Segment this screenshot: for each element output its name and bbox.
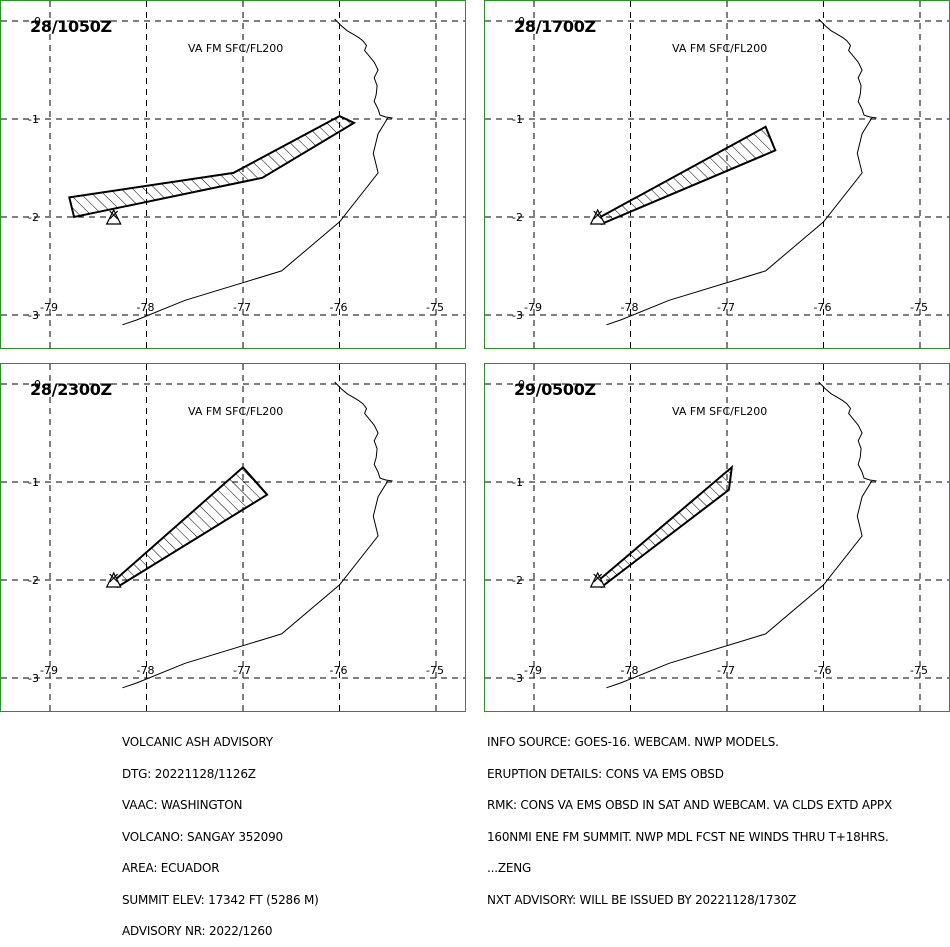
ash-cloud-polygon <box>595 464 734 589</box>
coastline <box>818 18 877 119</box>
advisory-text-left: VOLCANIC ASH ADVISORY DTG: 20221128/1126… <box>122 716 319 947</box>
lon-tick-label: -76 <box>330 301 348 314</box>
panel-time: 28/1700Z <box>514 17 596 36</box>
advisory-line: ADVISORY NR: 2022/1260 <box>122 924 273 938</box>
lat-tick-label: -1 <box>512 476 523 489</box>
coastline <box>122 480 389 689</box>
lat-tick-label: -2 <box>28 211 39 224</box>
advisory-line: VOLCANO: SANGAY 352090 <box>122 829 283 844</box>
map-canvas: -79 -78 -77 -76 -75 0 -1 -2 -3 <box>1 364 465 711</box>
lon-tick-label: -79 <box>524 301 542 314</box>
panel-time: 28/1050Z <box>30 17 112 36</box>
volcano-marker-icon <box>109 573 119 583</box>
lon-tick-label: -77 <box>233 664 251 677</box>
map-canvas: -79 -78 -77 -76 -75 0 -1 -2 -3 <box>485 1 949 348</box>
coastline <box>334 18 393 119</box>
lat-tick-label: -3 <box>28 672 39 685</box>
lat-tick-label: 0 <box>34 378 41 391</box>
lon-tick-label: -76 <box>814 301 832 314</box>
lat-tick-label: 0 <box>518 15 525 28</box>
lon-tick-label: -75 <box>426 664 444 677</box>
advisory-line: 160NMI ENE FM SUMMIT. NWP MDL FCST NE WI… <box>487 829 889 844</box>
volcano-triangle-icon <box>105 208 122 225</box>
lat-tick-label: -1 <box>512 113 523 126</box>
lon-tick-label: -79 <box>40 301 58 314</box>
advisory-line: RMK: CONS VA EMS OBSD IN SAT AND WEBCAM.… <box>487 798 892 812</box>
lat-tick-label: -2 <box>28 574 39 587</box>
map-panel-3: -79 -78 -77 -76 -75 0 -1 -2 -3 28/2300Z VA FM SF… <box>0 363 466 712</box>
volcano-triangle-icon <box>589 571 606 588</box>
volcano-marker-icon <box>593 210 603 220</box>
panel-time: 28/2300Z <box>30 380 112 399</box>
lon-tick-label: -78 <box>621 301 639 314</box>
lat-tick-label: -3 <box>28 309 39 322</box>
lon-tick-label: -76 <box>814 664 832 677</box>
lon-tick-label: -77 <box>717 664 735 677</box>
lat-tick-label: -2 <box>512 211 523 224</box>
advisory-line: VAAC: WASHINGTON <box>122 798 243 812</box>
panel-level: VA FM SFC/FL200 <box>672 405 768 418</box>
volcano-marker-icon <box>593 573 603 583</box>
lat-tick-label: -2 <box>512 574 523 587</box>
lat-tick-label: -3 <box>512 672 523 685</box>
panel-time: 29/0500Z <box>514 380 596 399</box>
lat-tick-label: 0 <box>518 378 525 391</box>
lat-tick-label: 0 <box>34 15 41 28</box>
ash-cloud-polygon <box>111 465 269 589</box>
panel-level: VA FM SFC/FL200 <box>188 405 284 418</box>
panel-level: VA FM SFC/FL200 <box>188 42 284 55</box>
advisory-line: SUMMIT ELEV: 17342 FT (5286 M) <box>122 892 319 907</box>
ash-cloud-polygon <box>68 114 357 219</box>
map-canvas: -79 -78 -77 -76 -75 0 -1 -2 -3 <box>485 364 949 711</box>
coastline <box>606 480 873 689</box>
advisory-line: AREA: ECUADOR <box>122 861 220 875</box>
map-panel-4: -79 -78 -77 -76 -75 0 -1 -2 -3 29/0500Z VA FM SF… <box>484 363 950 712</box>
lat-tick-label: -1 <box>28 476 39 489</box>
lon-tick-label: -77 <box>233 301 251 314</box>
advisory-text-right: INFO SOURCE: GOES-16. WEBCAM. NWP MODELS… <box>487 716 892 916</box>
advisory-line: ERUPTION DETAILS: CONS VA EMS OBSD <box>487 766 724 781</box>
lon-tick-label: -75 <box>426 301 444 314</box>
lon-tick-label: -75 <box>910 301 928 314</box>
advisory-line: VOLCANIC ASH ADVISORY <box>122 735 273 749</box>
coastline <box>334 381 393 482</box>
ash-cloud-polygon <box>595 125 777 226</box>
advisory-line: DTG: 20221128/1126Z <box>122 766 256 781</box>
lon-tick-label: -76 <box>330 664 348 677</box>
volcano-triangle-icon <box>589 208 606 225</box>
panel-level: VA FM SFC/FL200 <box>672 42 768 55</box>
map-panel-2: -79 -78 -77 -76 -75 0 -1 -2 -3 28/1700Z VA FM SF… <box>484 0 950 349</box>
lon-tick-label: -78 <box>137 664 155 677</box>
volcano-triangle-icon <box>105 571 122 588</box>
volcano-marker-icon <box>109 210 119 220</box>
lon-tick-label: -78 <box>621 664 639 677</box>
map-canvas: -79 -78 -77 -76 -75 0 -1 -2 -3 <box>1 1 465 348</box>
lon-tick-label: -77 <box>717 301 735 314</box>
lat-tick-label: -3 <box>512 309 523 322</box>
advisory-line: INFO SOURCE: GOES-16. WEBCAM. NWP MODELS… <box>487 735 779 749</box>
coastline <box>122 117 389 326</box>
lon-tick-label: -79 <box>524 664 542 677</box>
advisory-line: NXT ADVISORY: WILL BE ISSUED BY 20221128… <box>487 892 797 907</box>
coastline <box>606 117 873 326</box>
advisory-line: ...ZENG <box>487 861 532 875</box>
coastline <box>818 381 877 482</box>
lat-tick-label: -1 <box>28 113 39 126</box>
map-panel-1: -79 -78 -77 -76 -75 0 -1 -2 -3 28/1050Z VA FM SF… <box>0 0 466 349</box>
lon-tick-label: -75 <box>910 664 928 677</box>
lon-tick-label: -78 <box>137 301 155 314</box>
lon-tick-label: -79 <box>40 664 58 677</box>
